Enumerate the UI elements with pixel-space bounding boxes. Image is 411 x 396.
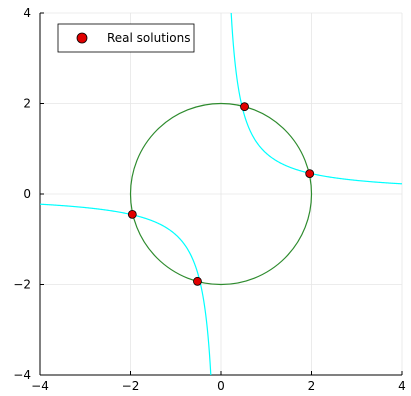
solution-point bbox=[127, 209, 137, 219]
solution-point bbox=[305, 169, 315, 179]
y-tick-label: 4 bbox=[23, 6, 31, 20]
x-tick-label: 2 bbox=[308, 379, 316, 393]
y-tick-label: −2 bbox=[13, 278, 31, 292]
y-tick-label: 0 bbox=[23, 187, 31, 201]
solution-points bbox=[127, 102, 315, 286]
legend-marker bbox=[76, 32, 88, 44]
solution-point bbox=[193, 276, 202, 286]
x-tick-label: 4 bbox=[398, 379, 406, 393]
solution-point bbox=[240, 102, 249, 112]
grid bbox=[39, 12, 403, 376]
axes-frame bbox=[39, 12, 403, 376]
circle-curve bbox=[129, 102, 313, 286]
x-tick-label: −2 bbox=[122, 379, 140, 393]
x-tick-label: −4 bbox=[31, 379, 49, 393]
legend: Real solutions bbox=[57, 23, 195, 53]
y-tick-label: −4 bbox=[13, 368, 31, 382]
hyperbola-branch-positive bbox=[230, 12, 403, 185]
curves bbox=[39, 12, 403, 376]
hyperbola-branch-negative bbox=[39, 203, 212, 376]
legend-label: Real solutions bbox=[107, 31, 190, 45]
x-tick-label: 0 bbox=[217, 379, 225, 393]
y-tick-label: 2 bbox=[23, 97, 31, 111]
tick-labels: −4 −2 0 2 4 −4 −2 0 2 4 bbox=[13, 6, 406, 393]
